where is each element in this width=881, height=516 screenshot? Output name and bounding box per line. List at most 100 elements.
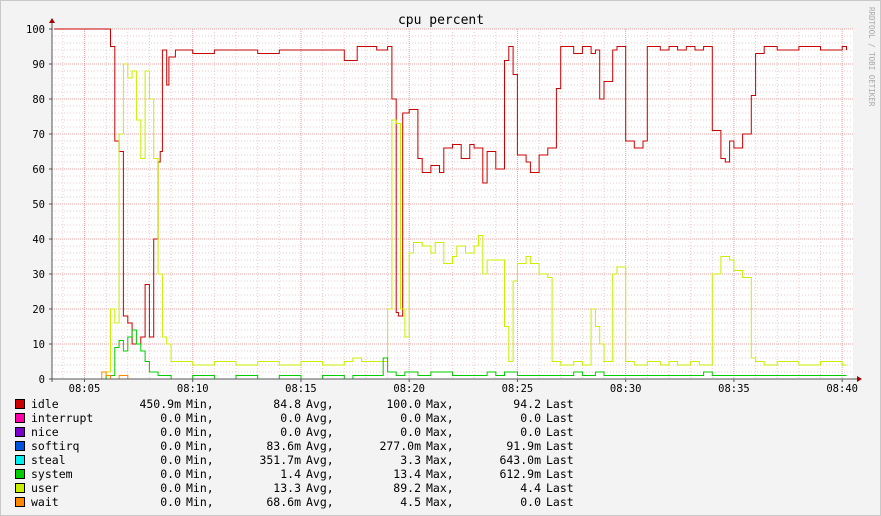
legend-swatch [15, 441, 25, 451]
legend-row-softirq: softirq 0.0 Min, 83.6m Avg, 277.0m Max, 91.9m La… [15, 439, 591, 453]
legend-avg-value: 83.6m [266, 439, 301, 453]
x-tick-label: 08:15 [285, 383, 317, 393]
y-tick-label: 90 [32, 59, 45, 71]
legend-avg-label: Avg, [306, 481, 334, 495]
legend-avg-label: Avg, [306, 453, 334, 467]
y-tick-label: 70 [32, 129, 45, 141]
legend-last-label: Last [546, 467, 574, 481]
legend-max-label: Max, [426, 439, 454, 453]
legend-avg-value: 351.7m [259, 453, 301, 467]
chart-title: cpu percent [398, 13, 484, 28]
legend-last-label: Last [546, 397, 574, 411]
x-tick-label: 08:40 [826, 383, 858, 393]
legend-max-label: Max, [426, 453, 454, 467]
series-line-user [54, 63, 847, 380]
x-tick-label: 08:20 [393, 383, 425, 393]
y-tick-label: 80 [32, 94, 45, 106]
legend-swatch [15, 483, 25, 493]
legend-row-system: system 0.0 Min, 1.4 Avg, 13.4 Max, 612.9m Last [15, 467, 591, 481]
legend-swatch [15, 469, 25, 479]
legend-max-value: 100.0 [386, 397, 421, 411]
legend-min-value: 0.0 [160, 439, 181, 453]
legend-last-label: Last [546, 411, 574, 425]
legend-avg-label: Avg, [306, 467, 334, 481]
y-tick-label: 40 [32, 234, 45, 246]
legend-min-label: Min, [186, 439, 214, 453]
legend-max-label: Max, [426, 411, 454, 425]
y-tick-label: 60 [32, 164, 45, 176]
legend-last-label: Last [546, 495, 574, 509]
legend-last-label: Last [546, 425, 574, 439]
legend-swatch [15, 455, 25, 465]
legend-max-label: Max, [426, 425, 454, 439]
legend-last-value: 0.0 [520, 495, 541, 509]
legend-last-value: 0.0 [520, 411, 541, 425]
legend-min-value: 0.0 [160, 425, 181, 439]
series-line-idle [54, 28, 847, 345]
legend-avg-value: 13.3 [273, 481, 301, 495]
legend-series-name: nice [31, 425, 59, 439]
legend-min-label: Min, [186, 467, 214, 481]
legend-min-value: 0.0 [160, 481, 181, 495]
legend-min-label: Min, [186, 411, 214, 425]
legend-min-label: Min, [186, 453, 214, 467]
legend-avg-value: 0.0 [280, 411, 301, 425]
legend-max-value: 4.5 [400, 495, 421, 509]
legend-min-value: 0.0 [160, 453, 181, 467]
legend-avg-label: Avg, [306, 397, 334, 411]
y-tick-label: 30 [32, 269, 45, 281]
legend-series-name: softirq [31, 439, 80, 453]
legend-row-wait: wait 0.0 Min, 68.6m Avg, 4.5 Max, 0.0 Last [15, 495, 591, 509]
legend-last-label: Last [546, 439, 574, 453]
legend-series-name: system [31, 467, 73, 481]
y-tick-label: 0 [39, 374, 45, 386]
x-axis-arrow [857, 376, 862, 382]
chart-plot: cpu percent RRDTOOL / TOBI OETIKER 0 10 20… [26, 7, 876, 393]
legend-row-nice: nice 0.0 Min, 0.0 Avg, 0.0 Max, 0.0 Last [15, 425, 591, 439]
legend-series-name: user [31, 481, 59, 495]
legend-min-value: 450.9m [139, 397, 181, 411]
legend-last-value: 4.4 [520, 481, 541, 495]
y-tick-label: 10 [32, 339, 45, 351]
legend-swatch [15, 413, 25, 423]
legend-series-name: wait [31, 495, 59, 509]
y-tick-label: 50 [32, 199, 45, 211]
legend-min-value: 0.0 [160, 411, 181, 425]
legend-max-value: 0.0 [400, 411, 421, 425]
legend-min-value: 0.0 [160, 467, 181, 481]
legend-max-value: 0.0 [400, 425, 421, 439]
legend-max-label: Max, [426, 481, 454, 495]
legend-max-value: 13.4 [393, 467, 421, 481]
legend-max-value: 277.0m [379, 439, 421, 453]
legend-max-label: Max, [426, 397, 454, 411]
legend-min-label: Min, [186, 425, 214, 439]
x-tick-label: 08:10 [177, 383, 209, 393]
legend-max-value: 3.3 [400, 453, 421, 467]
legend-last-value: 612.9m [499, 467, 541, 481]
legend-row-interrupt: interrupt 0.0 Min, 0.0 Avg, 0.0 Max, 0.0 Last [15, 411, 591, 425]
y-tick-label: 20 [32, 304, 45, 316]
legend-min-label: Min, [186, 481, 214, 495]
legend-swatch [15, 399, 25, 409]
legend-last-value: 91.9m [506, 439, 541, 453]
x-tick-label: 08:25 [502, 383, 534, 393]
legend-avg-value: 1.4 [280, 467, 301, 481]
legend-last-label: Last [546, 453, 574, 467]
legend-swatch [15, 427, 25, 437]
legend-avg-label: Avg, [306, 411, 334, 425]
legend-row-idle: idle 450.9m Min, 84.8 Avg, 100.0 Max, 94.2 Last [15, 397, 591, 411]
legend-series-name: idle [31, 397, 59, 411]
legend-last-value: 643.0m [499, 453, 541, 467]
legend-row-user: user 0.0 Min, 13.3 Avg, 89.2 Max, 4.4 Last [15, 481, 591, 495]
x-tick-label: 08:35 [718, 383, 750, 393]
legend-avg-label: Avg, [306, 425, 334, 439]
legend-max-label: Max, [426, 467, 454, 481]
y-axis-arrow [49, 18, 55, 23]
x-tick-label: 08:05 [69, 383, 101, 393]
legend-avg-label: Avg, [306, 495, 334, 509]
legend-series-name: steal [31, 453, 66, 467]
legend-avg-value: 0.0 [280, 425, 301, 439]
legend-min-label: Min, [186, 397, 214, 411]
legend-max-value: 89.2 [393, 481, 421, 495]
